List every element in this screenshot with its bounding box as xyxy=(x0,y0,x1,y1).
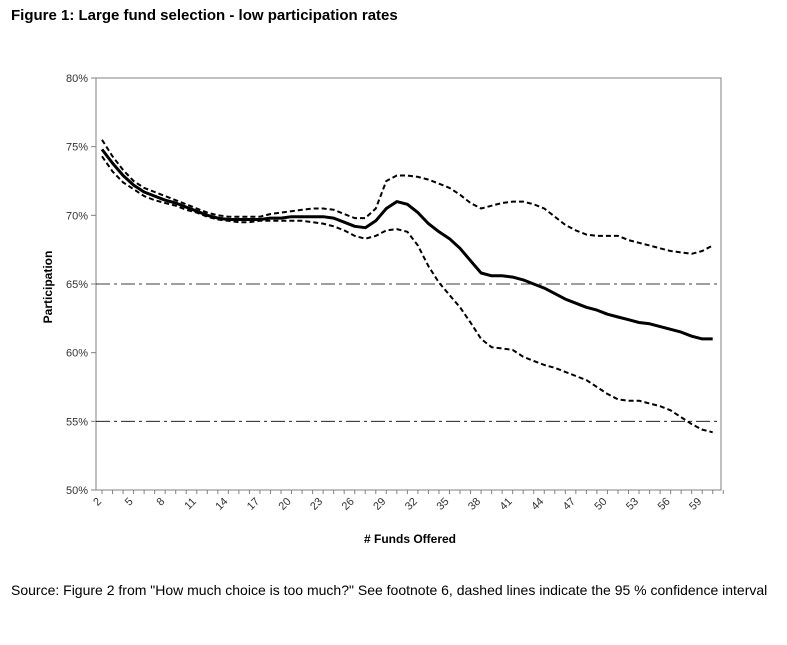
x-tick-label: 44 xyxy=(529,496,546,513)
x-tick-label: 50 xyxy=(592,496,609,513)
x-tick-label: 23 xyxy=(308,496,325,513)
upper-confidence-line xyxy=(101,139,714,255)
x-tick-label: 53 xyxy=(624,496,641,513)
y-tick-label: 70% xyxy=(66,210,88,222)
x-tick-label: 20 xyxy=(277,496,294,513)
y-tick-label: 50% xyxy=(66,485,88,497)
x-tick-label: 29 xyxy=(371,496,388,513)
x-tick-label: 2 xyxy=(91,496,104,509)
y-tick-label: 55% xyxy=(66,416,88,428)
x-tick-label: 47 xyxy=(561,496,578,513)
y-tick-label: 60% xyxy=(66,348,88,360)
x-tick-label: 41 xyxy=(498,496,515,513)
y-axis-label: Participation xyxy=(41,251,55,324)
x-tick-label: 14 xyxy=(213,496,230,513)
x-tick-label: 5 xyxy=(123,496,136,509)
figure-title: Figure 1: Large fund selection - low par… xyxy=(11,7,398,24)
x-tick-label: 35 xyxy=(434,496,451,513)
participation-line xyxy=(100,148,713,341)
source-note: Source: Figure 2 from "How much choice i… xyxy=(11,582,768,598)
x-tick-label: 11 xyxy=(182,496,199,513)
x-tick-label: 56 xyxy=(656,496,673,513)
x-tick-label: 32 xyxy=(403,496,420,513)
x-tick-label: 17 xyxy=(245,496,262,513)
y-tick-label: 75% xyxy=(66,142,88,154)
y-tick-label: 80% xyxy=(66,73,88,85)
x-tick-label: 59 xyxy=(687,496,704,513)
x-axis-label: # Funds Offered xyxy=(364,532,456,546)
lower-confidence-line xyxy=(101,155,713,434)
x-tick-label: 26 xyxy=(340,496,357,513)
x-tick-label: 8 xyxy=(154,496,167,509)
y-tick-label: 65% xyxy=(66,279,88,291)
x-tick-label: 38 xyxy=(466,496,483,513)
